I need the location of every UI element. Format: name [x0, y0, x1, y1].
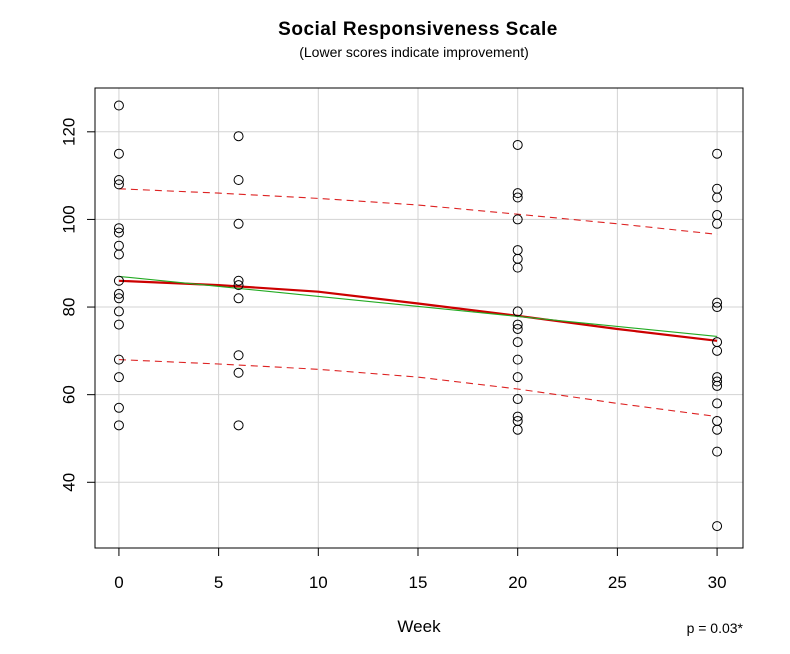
y-tick-label: 40: [59, 473, 78, 492]
data-point: [512, 262, 523, 273]
data-point: [712, 218, 723, 229]
series-line-solid: [118, 275, 718, 337]
data-point: [712, 446, 723, 457]
data-point: [233, 350, 244, 361]
data-point: [113, 223, 124, 234]
data-point: [113, 306, 124, 317]
grid: [95, 88, 743, 548]
data-point: [113, 100, 124, 111]
data-point: [113, 275, 124, 286]
x-axis-label: Week: [397, 617, 441, 636]
x-tick-label: 0: [114, 573, 123, 592]
y-tick-label: 80: [59, 298, 78, 317]
data-point: [113, 288, 124, 299]
data-point: [712, 297, 723, 308]
data-point: [512, 192, 523, 203]
data-point: [113, 148, 124, 159]
data-point: [113, 227, 124, 238]
x-tick-label: 30: [708, 573, 727, 592]
x-tick-label: 25: [608, 573, 627, 592]
data-point: [712, 192, 723, 203]
x-tick-label: 15: [409, 573, 428, 592]
data-point: [712, 380, 723, 391]
data-point: [113, 249, 124, 260]
data-point: [512, 372, 523, 383]
x-axis: 0 5 10 15 20 25 30: [114, 547, 727, 592]
data-point: [712, 376, 723, 387]
data-point: [233, 367, 244, 378]
data-point: [233, 293, 244, 304]
data-point: [712, 424, 723, 435]
p-value-annotation: p = 0.03*: [687, 620, 744, 636]
data-point: [512, 214, 523, 225]
data-point: [113, 319, 124, 330]
data-point: [113, 354, 124, 365]
x-tick-label: 10: [309, 573, 328, 592]
data-point: [113, 372, 124, 383]
data-point: [113, 293, 124, 304]
data-point: [512, 139, 523, 150]
data-point: [233, 420, 244, 431]
data-point: [512, 306, 523, 317]
y-tick-label: 100: [59, 205, 78, 233]
data-point: [512, 337, 523, 348]
series-line-dashed: [118, 188, 718, 235]
data-points: [113, 100, 723, 532]
data-point: [233, 175, 244, 185]
data-point: [712, 521, 723, 532]
data-point: [233, 275, 244, 286]
series-lines: [118, 188, 718, 418]
data-point: [512, 424, 523, 435]
series-line-dashed: [118, 359, 718, 418]
y-tick-label: 60: [59, 385, 78, 404]
data-point: [712, 302, 723, 313]
data-point: [233, 218, 244, 229]
data-point: [712, 398, 723, 409]
data-point: [512, 394, 523, 405]
data-point: [512, 411, 523, 422]
x-tick-label: 5: [214, 573, 223, 592]
data-point: [512, 188, 523, 199]
data-point: [712, 345, 723, 356]
data-point: [233, 280, 244, 291]
x-tick-label: 20: [508, 573, 527, 592]
chart-title: Social Responsiveness Scale: [278, 19, 558, 40]
data-point: [512, 323, 523, 334]
data-point: [113, 402, 124, 413]
series-line-solid: [118, 279, 718, 342]
plot-frame: [94, 87, 744, 549]
data-point: [233, 131, 244, 142]
data-point: [113, 175, 124, 185]
chart-subtitle: (Lower scores indicate improvement): [299, 44, 529, 60]
data-point: [512, 354, 523, 365]
y-axis: 40 60 80 100 120: [59, 118, 96, 492]
data-point: [712, 148, 723, 159]
data-point: [512, 319, 523, 330]
y-tick-label: 120: [59, 118, 78, 146]
data-point: [113, 420, 124, 431]
data-point: [113, 179, 124, 190]
